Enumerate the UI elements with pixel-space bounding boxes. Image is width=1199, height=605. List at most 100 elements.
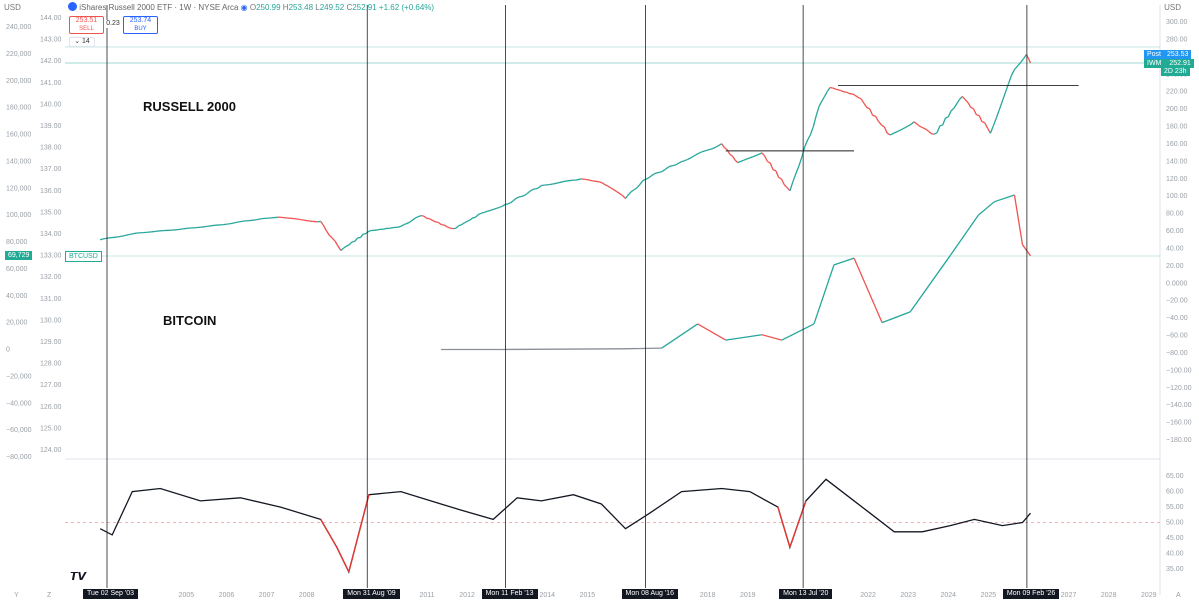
spread-value: 0.23 [104,20,122,28]
right-price-tick: −80.00 [1166,350,1188,357]
iwm-segment [898,128,903,132]
iwm-segment [681,160,685,163]
iwm-segment [483,210,488,213]
iwm-segment [769,162,774,171]
sell-button[interactable]: 253.51 SELL [69,16,104,34]
iwm-segment [698,151,702,154]
year-tick: 2018 [700,592,716,599]
iwm-segment [472,216,476,219]
iwm-segment [869,108,874,116]
year-tick: 2007 [259,592,275,599]
symbol-legend[interactable]: iShares Russell 2000 ETF · 1W · NYSE Arc… [68,2,434,12]
russell-annotation: RUSSELL 2000 [143,99,236,114]
bar-countdown: 2D 23h [1161,67,1190,76]
iwm-segment [231,222,235,224]
iwm-segment [409,219,413,223]
left-btc-tick: −40,000 [6,400,32,407]
iwm-segment [624,194,629,199]
iwm-segment [486,209,491,213]
iwm-segment [740,159,745,162]
iwm-segment [604,183,608,187]
tradingview-logo-icon[interactable]: 𝙏𝙑 [70,571,87,583]
right-price-tick: 100.00 [1166,193,1188,200]
iwm-segment [642,178,646,182]
iwm-segment [1010,69,1016,76]
right-price-tick: −20.00 [1166,298,1188,305]
year-tick: 2024 [940,592,956,599]
chevron-down-icon: ⌄ [74,38,81,45]
iwm-segment [521,194,525,197]
timeframe-z-button: Z [47,592,52,599]
right-rsi-tick: 35.00 [1166,566,1184,573]
iwm-segment [961,95,966,100]
indicator-toggle[interactable]: ⌄ 14 [69,37,95,47]
left-inner-tick: 127.00 [40,382,62,389]
iwm-segment [981,121,986,124]
iwm-segment [907,123,912,127]
iwm-segment [458,224,462,227]
iwm-segment [429,218,433,222]
ohlc-open: O250.99 [249,3,281,12]
sell-price: 253.51 [75,17,98,24]
iwm-segment [919,125,924,129]
post-price-tag: Post 253.53 [1144,50,1192,59]
iwm-segment [518,195,522,198]
left-btc-tick: 80,000 [6,239,28,246]
iwm-segment [343,245,347,249]
right-price-tick: 80.00 [1166,211,1184,218]
iwm-segment [323,225,328,232]
btc-segment [881,311,911,324]
right-price-tick: −100.00 [1166,367,1192,374]
iwm-segment [707,148,711,151]
year-tick: 2023 [900,592,916,599]
buy-price: 253.74 [129,17,152,24]
iwm-segment [978,115,983,122]
ohlc-high: H253.48 [282,3,314,12]
iwm-segment [746,157,751,160]
year-tick: 2012 [459,592,475,599]
iwm-segment [348,241,353,246]
iwm-segment [552,182,556,185]
iwm-segment [804,139,809,147]
currency-left[interactable]: USD [4,3,21,12]
iwm-segment [1016,62,1021,67]
iwm-segment [461,222,465,226]
iwm-segment [953,103,958,109]
iwm-segment [718,143,723,147]
right-price-tick: 120.00 [1166,176,1188,183]
iwm-segment [120,235,124,238]
year-tick: 2014 [539,592,555,599]
rsi-oversold-segment [320,519,338,548]
iwm-segment [498,205,503,209]
iwm-segment [317,220,321,223]
iwm-segment [692,154,697,158]
iwm-segment [647,175,652,179]
left-inner-tick: 124.00 [40,447,62,454]
iwm-segment [731,155,736,161]
currency-right[interactable]: USD [1164,3,1181,12]
year-tick: 2027 [1061,592,1077,599]
iwm-segment [607,185,611,189]
iwm-segment [432,219,436,223]
left-btc-tick: 140,000 [6,158,31,165]
iwm-segment [821,95,826,102]
left-inner-tick: 143.00 [40,37,62,44]
left-btc-tick: 240,000 [6,24,31,31]
iwm-segment [755,153,760,157]
iwm-segment [998,100,1004,110]
left-btc-tick: −60,000 [6,427,32,434]
iwm-segment [516,196,520,199]
iwm-segment [970,106,974,110]
iwm-segment [397,225,402,228]
left-btc-tick: −80,000 [6,454,32,461]
iwm-segment [586,179,591,181]
iwm-segment [778,176,782,180]
iwm-segment [507,202,512,205]
iwm-segment [354,237,359,242]
left-inner-tick: 132.00 [40,274,62,281]
year-tick: 2019 [740,592,756,599]
iwm-segment [721,143,725,148]
buy-button[interactable]: 253.74 BUY [123,16,158,34]
iwm-segment [633,187,638,191]
